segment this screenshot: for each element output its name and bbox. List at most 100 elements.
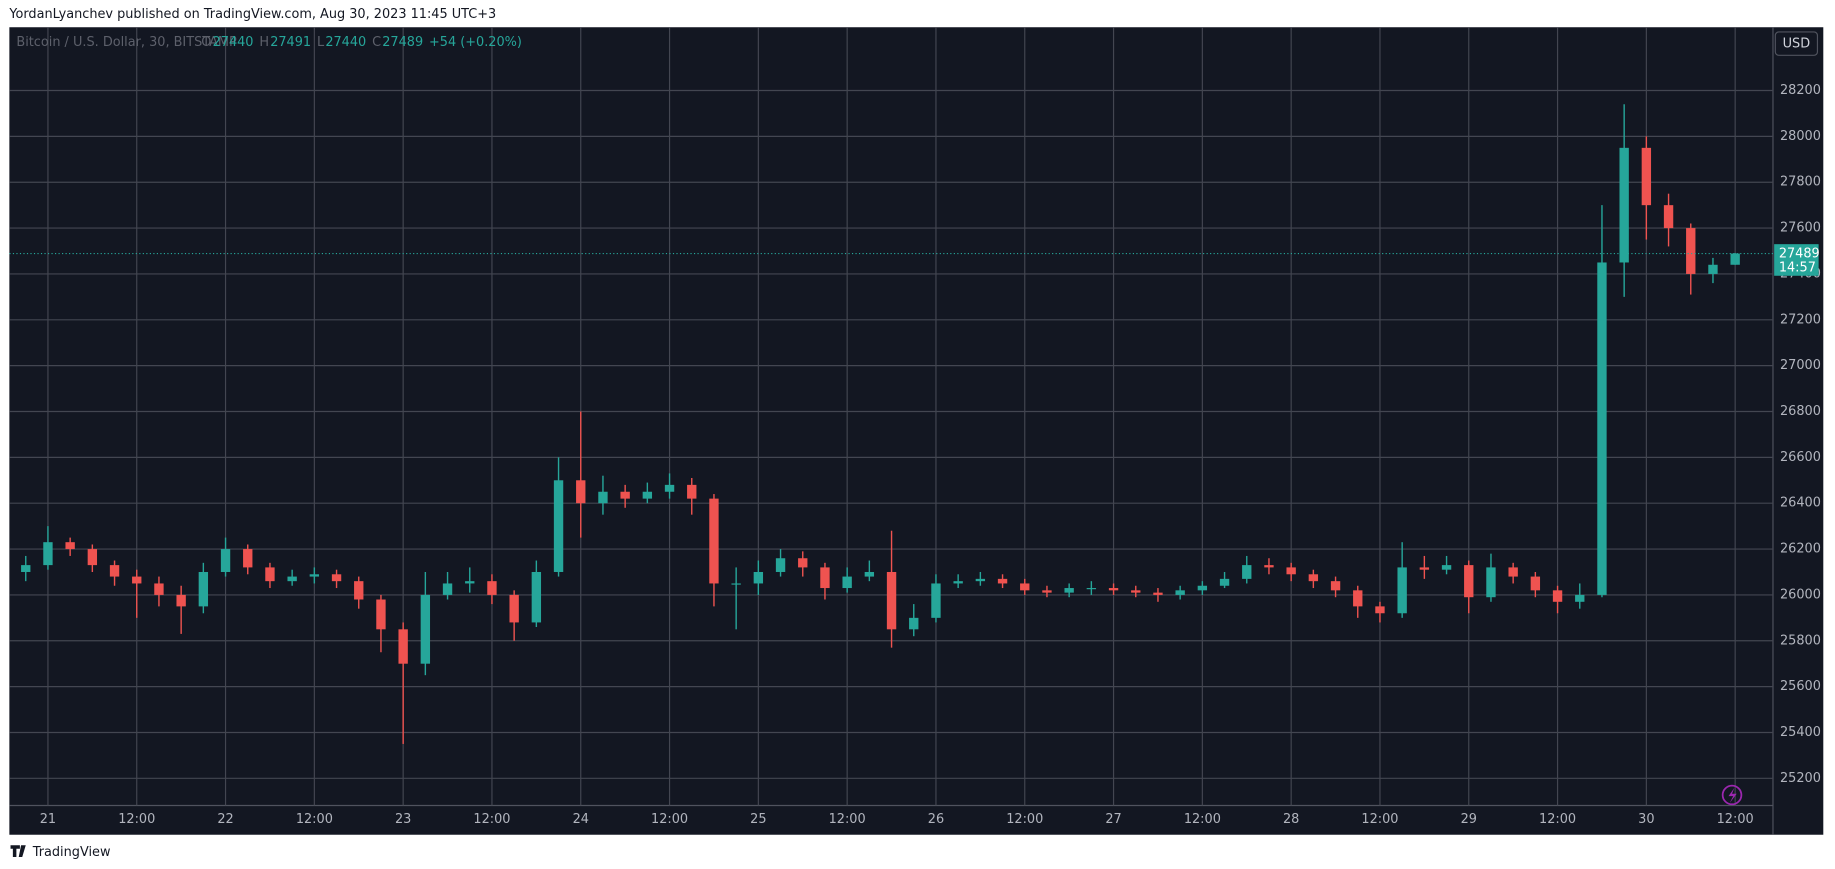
y-tick-label: 25400 [1780, 725, 1821, 740]
candle-body [243, 549, 253, 568]
x-tick-label: 12:00 [1361, 812, 1398, 827]
x-tick-label: 24 [573, 812, 589, 827]
y-tick-label: 28200 [1780, 83, 1821, 98]
x-tick-label: 12:00 [473, 812, 510, 827]
y-tick-label: 25800 [1780, 633, 1821, 648]
x-tick-label: 12:00 [1717, 812, 1754, 827]
candle-body [775, 558, 786, 572]
candle-body [487, 581, 497, 595]
legend-key: O [201, 35, 211, 50]
candle-body [1308, 574, 1319, 582]
candle-body [1175, 590, 1185, 595]
x-tick-label: 30 [1638, 812, 1654, 827]
last-price-tag [1774, 244, 1819, 276]
candle-body [687, 484, 697, 499]
candle-body [1153, 592, 1163, 595]
candle-body [420, 594, 431, 664]
candle-body [1375, 606, 1385, 614]
candle-body [1441, 565, 1452, 570]
candle-body [1419, 567, 1430, 570]
candle-body [997, 578, 1008, 584]
candle-body [1619, 147, 1629, 263]
x-tick-label: 26 [928, 812, 944, 827]
countdown-label: 14:57 [1779, 261, 1816, 276]
candle-body [798, 558, 808, 568]
candle-body [642, 491, 653, 499]
candle-body [1064, 588, 1074, 593]
candle-body [842, 576, 852, 589]
y-tick-label: 26400 [1780, 496, 1821, 511]
candle-body [198, 571, 209, 607]
candle-body [1730, 253, 1740, 265]
candle-body [1575, 594, 1585, 602]
y-tick-label: 27000 [1780, 358, 1821, 373]
candle-body [132, 576, 142, 584]
candle-body [1242, 565, 1252, 579]
candle-body [1264, 565, 1274, 568]
y-tick-label: 26000 [1780, 587, 1821, 602]
x-tick-label: 25 [750, 812, 766, 827]
brand-logo [10, 845, 26, 857]
candle-body [398, 629, 408, 664]
candle-body [1508, 567, 1518, 577]
candle-body [309, 574, 320, 577]
symbol-title: Bitcoin / U.S. Dollar, 30, BITSTAMP [16, 35, 237, 50]
y-tick-label: 26200 [1780, 542, 1821, 557]
candle-body [1663, 205, 1674, 229]
candle-body [1708, 264, 1718, 274]
legend-value: 27491 [270, 35, 311, 50]
candle-body [598, 491, 608, 504]
publisher-line: YordanLyanchev published on TradingView.… [8, 7, 496, 22]
alert-bolt [1728, 787, 1737, 804]
candle-body [1042, 590, 1052, 593]
candle-body [287, 576, 297, 582]
candle-body [1020, 583, 1030, 591]
candle-body [553, 480, 564, 572]
candle-body [354, 581, 364, 600]
y-tick-label: 26800 [1780, 404, 1821, 419]
candle-body [1464, 565, 1474, 598]
candle-body [1597, 262, 1607, 595]
chart-background [9, 27, 1824, 835]
candle-body [1086, 588, 1097, 590]
x-tick-label: 28 [1283, 812, 1299, 827]
candle-body [1641, 147, 1652, 206]
x-tick-label: 12:00 [118, 812, 155, 827]
candle-body [1552, 590, 1563, 602]
candle-body [1286, 567, 1296, 575]
y-tick-label: 25600 [1780, 679, 1821, 694]
legend-key: L [317, 35, 325, 50]
candle-body [1397, 567, 1407, 614]
currency-button[interactable] [1774, 31, 1819, 56]
candle-body [731, 583, 741, 585]
candle-body [1686, 228, 1696, 274]
x-tick-label: 29 [1461, 812, 1477, 827]
candle-body [1530, 576, 1541, 591]
currency-label: USD [1783, 37, 1811, 52]
candle-body [176, 594, 186, 607]
candle-body [664, 484, 675, 492]
candle-body [442, 583, 453, 595]
x-tick-label: 22 [217, 812, 233, 827]
legend-key: C [372, 35, 381, 50]
legend-value: 27440 [325, 35, 366, 50]
x-tick-label: 12:00 [651, 812, 688, 827]
candle-body [1353, 590, 1363, 607]
alert-icon[interactable] [1721, 784, 1743, 806]
candle-body [1131, 590, 1141, 593]
candle-body [1486, 567, 1496, 598]
candle-body [620, 491, 630, 499]
candle-body [1197, 585, 1208, 591]
candle-body [1108, 588, 1119, 591]
candle-body [709, 498, 719, 584]
x-tick-label: 12:00 [1006, 812, 1043, 827]
x-tick-label: 12:00 [1539, 812, 1576, 827]
candle-body [1330, 581, 1341, 591]
y-tick-label: 27600 [1780, 221, 1821, 236]
candle-body [65, 542, 75, 550]
x-tick-label: 21 [40, 812, 56, 827]
candle-body [531, 571, 542, 623]
candle-body [376, 599, 386, 630]
last-price-label: 27489 [1779, 247, 1820, 262]
